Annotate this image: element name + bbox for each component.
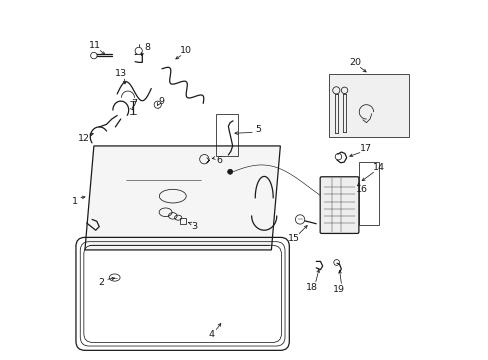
Circle shape xyxy=(227,169,232,174)
Text: 16: 16 xyxy=(355,185,367,194)
FancyBboxPatch shape xyxy=(320,177,358,233)
Polygon shape xyxy=(85,146,280,250)
Bar xyxy=(215,114,238,156)
Text: 9: 9 xyxy=(158,96,164,105)
Text: 12: 12 xyxy=(78,134,90,143)
Text: 14: 14 xyxy=(372,163,384,172)
Text: 4: 4 xyxy=(208,330,214,339)
Circle shape xyxy=(154,101,161,108)
Text: 1: 1 xyxy=(72,197,78,206)
Text: 13: 13 xyxy=(115,69,126,78)
Text: 2: 2 xyxy=(99,278,104,287)
Text: 20: 20 xyxy=(348,58,360,67)
Text: 3: 3 xyxy=(191,222,197,231)
Circle shape xyxy=(295,215,304,224)
Text: 18: 18 xyxy=(305,283,317,292)
Text: 15: 15 xyxy=(287,234,299,243)
Text: 7: 7 xyxy=(131,99,137,108)
Bar xyxy=(328,74,408,137)
Text: 5: 5 xyxy=(255,125,261,134)
Text: 6: 6 xyxy=(216,157,222,166)
Text: 17: 17 xyxy=(359,144,371,153)
Text: 19: 19 xyxy=(332,285,344,294)
Circle shape xyxy=(135,47,142,54)
Bar xyxy=(180,218,185,224)
Text: 8: 8 xyxy=(143,43,150,52)
Circle shape xyxy=(90,52,97,59)
Text: 11: 11 xyxy=(89,41,101,50)
Bar xyxy=(359,162,378,225)
Text: 10: 10 xyxy=(180,46,192,55)
